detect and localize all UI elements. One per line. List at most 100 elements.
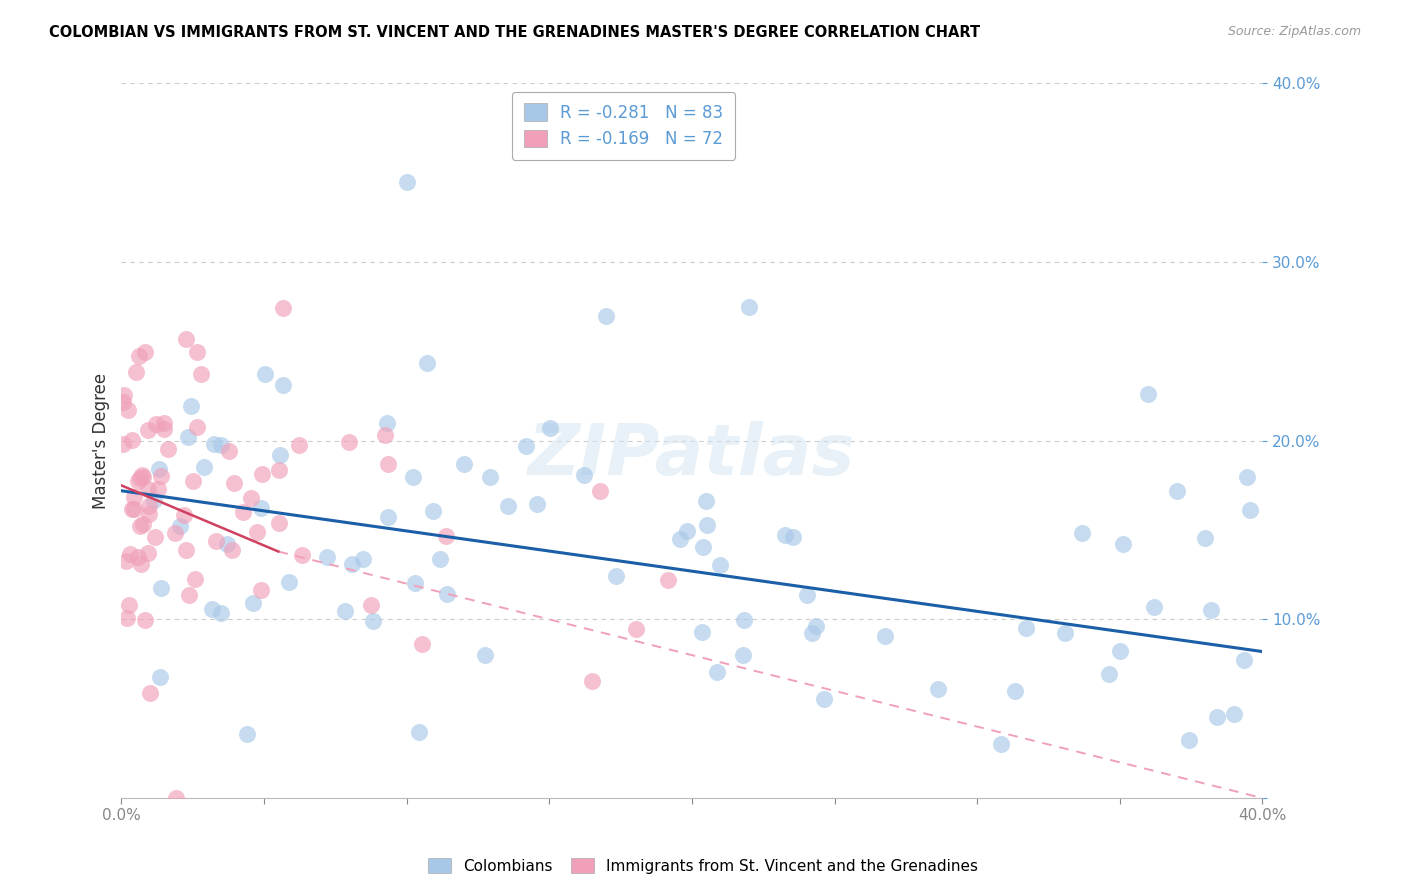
Point bbox=[156, 442, 179, 456]
Point bbox=[1070, 525, 1092, 540]
Text: ZIPatlas: ZIPatlas bbox=[529, 420, 856, 490]
Point bbox=[204, 437, 226, 451]
Point bbox=[177, 588, 200, 602]
Point bbox=[375, 416, 398, 430]
Point bbox=[581, 673, 603, 688]
Point bbox=[125, 365, 148, 379]
Point bbox=[165, 791, 187, 805]
Point bbox=[291, 548, 314, 562]
Text: Source: ZipAtlas.com: Source: ZipAtlas.com bbox=[1227, 25, 1361, 38]
Point bbox=[706, 665, 728, 679]
Point bbox=[114, 388, 136, 402]
Point bbox=[589, 484, 612, 499]
Point bbox=[143, 530, 166, 544]
Point bbox=[422, 504, 444, 518]
Point bbox=[250, 583, 273, 598]
Point bbox=[733, 613, 755, 627]
Y-axis label: Master's Degree: Master's Degree bbox=[93, 373, 110, 508]
Point bbox=[927, 682, 949, 697]
Point bbox=[538, 421, 561, 435]
Point bbox=[134, 613, 156, 627]
Point bbox=[242, 596, 264, 610]
Point bbox=[1223, 706, 1246, 721]
Point bbox=[1206, 709, 1229, 723]
Point bbox=[990, 738, 1012, 752]
Point bbox=[152, 422, 174, 436]
Point bbox=[136, 546, 159, 560]
Point bbox=[239, 491, 262, 505]
Text: COLOMBIAN VS IMMIGRANTS FROM ST. VINCENT AND THE GRENADINES MASTER'S DEGREE CORR: COLOMBIAN VS IMMIGRANTS FROM ST. VINCENT… bbox=[49, 25, 980, 40]
Point bbox=[129, 557, 152, 571]
Point bbox=[395, 175, 418, 189]
Legend: Colombians, Immigrants from St. Vincent and the Grenadines: Colombians, Immigrants from St. Vincent … bbox=[422, 852, 984, 880]
Point bbox=[148, 482, 170, 496]
Point bbox=[186, 345, 208, 359]
Point bbox=[402, 470, 425, 484]
Point bbox=[136, 482, 159, 496]
Point bbox=[669, 532, 692, 546]
Point bbox=[738, 300, 761, 314]
Point bbox=[595, 309, 617, 323]
Point bbox=[408, 724, 430, 739]
Point bbox=[122, 490, 145, 504]
Point bbox=[1236, 470, 1258, 484]
Point bbox=[692, 625, 714, 640]
Point bbox=[177, 430, 200, 444]
Point bbox=[165, 526, 187, 541]
Point bbox=[114, 554, 136, 568]
Point bbox=[657, 573, 679, 587]
Point bbox=[496, 499, 519, 513]
Point bbox=[127, 474, 149, 488]
Point bbox=[236, 727, 259, 741]
Point bbox=[131, 468, 153, 483]
Point bbox=[246, 524, 269, 539]
Point bbox=[204, 533, 226, 548]
Point bbox=[250, 501, 273, 516]
Point bbox=[209, 438, 232, 452]
Point bbox=[377, 458, 399, 472]
Point bbox=[128, 349, 150, 363]
Point bbox=[132, 516, 155, 531]
Point bbox=[360, 599, 382, 613]
Point bbox=[269, 448, 291, 462]
Point bbox=[221, 542, 243, 557]
Point bbox=[1108, 643, 1130, 657]
Point bbox=[271, 377, 294, 392]
Point bbox=[416, 356, 439, 370]
Point bbox=[315, 550, 337, 565]
Point bbox=[353, 551, 375, 566]
Point bbox=[1199, 603, 1222, 617]
Point bbox=[377, 509, 399, 524]
Legend: R = -0.281   N = 83, R = -0.169   N = 72: R = -0.281 N = 83, R = -0.169 N = 72 bbox=[512, 92, 735, 160]
Point bbox=[605, 569, 627, 583]
Point bbox=[190, 367, 212, 381]
Point bbox=[117, 402, 139, 417]
Point bbox=[1137, 387, 1160, 401]
Point bbox=[131, 470, 153, 484]
Point bbox=[169, 518, 191, 533]
Point bbox=[174, 332, 197, 346]
Point bbox=[149, 581, 172, 595]
Point bbox=[184, 572, 207, 586]
Point bbox=[112, 437, 135, 451]
Point bbox=[801, 626, 824, 640]
Point bbox=[696, 518, 718, 533]
Point bbox=[361, 614, 384, 628]
Point bbox=[138, 508, 160, 522]
Point bbox=[1166, 484, 1188, 499]
Point bbox=[174, 542, 197, 557]
Point bbox=[1143, 600, 1166, 615]
Point bbox=[232, 505, 254, 519]
Point bbox=[153, 416, 176, 430]
Point bbox=[215, 537, 238, 551]
Point bbox=[404, 576, 426, 591]
Point bbox=[515, 439, 537, 453]
Point bbox=[180, 399, 202, 413]
Point bbox=[411, 637, 433, 651]
Point bbox=[692, 540, 714, 554]
Point bbox=[127, 549, 149, 564]
Point bbox=[218, 444, 240, 458]
Point bbox=[273, 301, 295, 316]
Point bbox=[1004, 683, 1026, 698]
Point bbox=[142, 492, 165, 507]
